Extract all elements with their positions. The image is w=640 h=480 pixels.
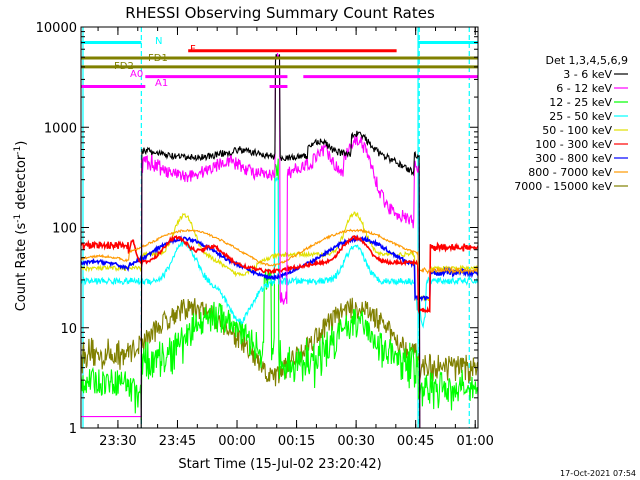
- x-tick-label-4: 00:30: [337, 434, 374, 449]
- x-tick-label-3: 00:15: [278, 434, 315, 449]
- chart-title: RHESSI Observing Summary Count Rates: [125, 4, 435, 22]
- series-line-300-800-kev: [81, 234, 478, 302]
- flag-label-fd1: FD1: [148, 53, 168, 64]
- legend-label-3: 25 - 50 keV: [549, 110, 612, 123]
- series-line-3-6-kev: [81, 54, 478, 428]
- legend-label-1: 6 - 12 keV: [556, 82, 612, 95]
- generation-timestamp: 17-Oct-2021 07:54: [560, 469, 636, 478]
- flag-label-f: F: [190, 44, 196, 55]
- y-axis-label: Count Rate (s-1 detector-1): [13, 141, 29, 312]
- legend-label-0: 3 - 6 keV: [563, 68, 612, 81]
- series-line-800-7000-kev: [81, 228, 478, 275]
- flag-label-n: N: [155, 36, 162, 47]
- x-tick-label-2: 00:00: [218, 434, 255, 449]
- x-tick-label-1: 23:45: [159, 434, 196, 449]
- y-tick-label-1: 10: [60, 322, 77, 337]
- legend-label-2: 12 - 25 keV: [549, 96, 612, 109]
- series-line-12-25-kev: [81, 158, 478, 421]
- series-line-25-50-kev: [81, 175, 478, 329]
- flag-label-fd2: FD2: [114, 61, 134, 72]
- series-line-100-300-kev: [81, 234, 478, 315]
- legend-title: Det 1,3,4,5,6,9: [545, 54, 628, 67]
- y-tick-label-2: 100: [52, 222, 77, 237]
- y-tick-label-4: 10000: [36, 21, 77, 36]
- flag-label-a0: A0: [130, 69, 143, 80]
- plot-area: [81, 27, 478, 428]
- x-tick-label-0: 23:30: [99, 434, 136, 449]
- x-tick-label-5: 00:45: [397, 434, 434, 449]
- y-tick-label-0: 1: [69, 422, 77, 437]
- x-tick-label-6: 01:00: [456, 434, 493, 449]
- flag-label-a1: A1: [155, 78, 168, 89]
- legend-label-7: 800 - 7000 keV: [528, 166, 612, 179]
- legend-label-5: 100 - 300 keV: [535, 138, 612, 151]
- legend-label-6: 300 - 800 keV: [535, 152, 612, 165]
- legend-label-8: 7000 - 15000 keV: [514, 180, 612, 193]
- y-tick-label-3: 1000: [44, 121, 77, 136]
- legend-label-4: 50 - 100 keV: [542, 124, 612, 137]
- x-axis-label: Start Time (15-Jul-02 23:20:42): [178, 457, 381, 472]
